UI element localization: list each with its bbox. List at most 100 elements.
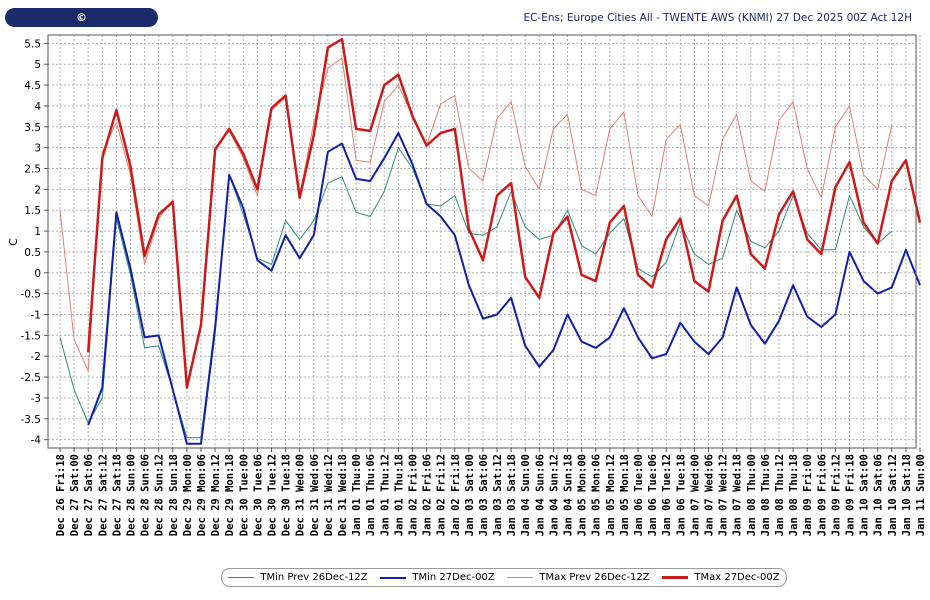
x-tick-label: Jan 01 Thu:18 xyxy=(393,454,405,536)
x-tick-label: Dec 27 Sat:12 xyxy=(97,454,109,536)
x-tick-label: Jan 05 Mon:12 xyxy=(605,454,617,536)
grid-lines xyxy=(48,35,921,448)
series-lines xyxy=(59,37,922,445)
x-tick-label: Dec 31 Wed:06 xyxy=(309,454,321,536)
x-tick-label: Dec 29 Mon:12 xyxy=(210,454,222,536)
y-tick-label: 0.5 xyxy=(24,247,41,259)
y-tick-label: 3.5 xyxy=(24,122,41,134)
x-tick-label: Jan 10 Sat:00 xyxy=(859,454,871,536)
x-tick-label: Dec 27 Sat:06 xyxy=(83,454,95,536)
x-tick-label: Jan 03 Sat:12 xyxy=(492,454,504,536)
y-tick-label: 4 xyxy=(34,101,41,113)
x-tick-label: Jan 07 Wed:00 xyxy=(689,454,701,536)
chart-title: EC-Ens; Europe Cities All - TWENTE AWS (… xyxy=(523,12,912,24)
x-tick-label: Jan 10 Sat:12 xyxy=(887,454,899,536)
y-tick-label: 2.5 xyxy=(24,163,41,175)
x-tick-label: Dec 31 Wed:18 xyxy=(337,454,349,536)
x-tick-label: Jan 09 Fri:18 xyxy=(845,454,857,536)
x-tick-label: Jan 07 Wed:06 xyxy=(704,454,716,536)
x-tick-label: Jan 03 Sat:00 xyxy=(464,454,476,536)
legend-item-2: TMax Prev 26Dec-12Z xyxy=(507,572,650,583)
legend-label: TMax Prev 26Dec-12Z xyxy=(539,572,650,583)
x-tick-label: Jan 02 Fri:00 xyxy=(407,454,419,536)
x-tick-label: Jan 06 Tue:12 xyxy=(661,454,673,536)
series-line-2 xyxy=(59,57,893,388)
x-tick-label: Jan 03 Sat:18 xyxy=(506,454,518,536)
y-tick-label: 1 xyxy=(34,226,41,238)
x-tick-label: Jan 10 Sat:06 xyxy=(873,454,885,536)
y-tick-label: -1 xyxy=(31,310,41,322)
series-line-0 xyxy=(59,147,893,439)
x-tick-label: Jan 08 Thu:12 xyxy=(774,454,786,536)
x-tick-label: Jan 09 Fri:06 xyxy=(816,454,828,536)
x-tick-label: Dec 29 Mon:00 xyxy=(182,454,194,536)
y-tick-label: 5.5 xyxy=(24,38,41,50)
y-tick-label: 5 xyxy=(34,59,41,71)
y-tick-label: 3 xyxy=(34,143,41,155)
x-tick-label: Dec 28 Sun:12 xyxy=(154,454,166,536)
x-axis: Dec 26 Fri:18 Dec 27 Sat:00 Dec 27 Sat:06 D… xyxy=(55,448,927,536)
legend-label: TMax 27Dec-00Z xyxy=(694,572,780,583)
x-tick-label: Dec 28 Sun:06 xyxy=(140,454,152,536)
x-tick-label: Jan 05 Mon:18 xyxy=(619,454,631,536)
x-tick-label: Jan 06 Tue:00 xyxy=(633,454,645,536)
y-tick-label: -2.5 xyxy=(21,372,42,384)
x-tick-label: Jan 05 Mon:00 xyxy=(577,454,589,536)
legend-swatch xyxy=(380,576,407,579)
y-tick-label: -1.5 xyxy=(21,330,42,342)
x-tick-label: Jan 08 Thu:06 xyxy=(760,454,772,536)
y-tick-label: 0 xyxy=(34,268,41,280)
x-tick-label: Jan 02 Fri:06 xyxy=(422,454,434,536)
x-tick-label: Jan 11 Sun:00 xyxy=(915,454,927,536)
series-line-3 xyxy=(86,37,922,389)
y-tick-label: -4 xyxy=(31,435,42,447)
y-tick-label: 2 xyxy=(34,184,41,196)
x-tick-label: Dec 27 Sat:18 xyxy=(111,454,123,536)
x-tick-label: Jan 02 Fri:12 xyxy=(436,454,448,536)
y-tick-label: 4.5 xyxy=(24,80,41,92)
x-tick-label: Jan 01 Thu:00 xyxy=(351,454,363,536)
legend-swatch xyxy=(662,576,689,579)
x-tick-label: Dec 28 Sun:00 xyxy=(125,454,137,536)
y-tick-label: -0.5 xyxy=(21,289,42,301)
x-tick-label: Jan 04 Sun:18 xyxy=(563,454,575,536)
x-tick-label: Dec 27 Sat:00 xyxy=(69,454,81,536)
legend-label: TMin Prev 26Dec-12Z xyxy=(260,572,368,583)
x-tick-label: Dec 31 Wed:12 xyxy=(323,454,335,536)
plot-frame xyxy=(47,34,917,449)
legend-label: TMin 27Dec-00Z xyxy=(412,572,495,583)
x-tick-label: Dec 29 Mon:18 xyxy=(224,454,236,536)
legend-swatch xyxy=(507,577,534,578)
legend-item-1: TMin 27Dec-00Z xyxy=(380,572,495,583)
y-tick-label: -3.5 xyxy=(21,414,42,426)
x-tick-label: Jan 01 Thu:06 xyxy=(365,454,377,536)
legend-item-3: TMax 27Dec-00Z xyxy=(662,572,780,583)
x-tick-label: Dec 30 Tue:18 xyxy=(281,454,293,536)
chart-legend: TMin Prev 26Dec-12Z TMin 27Dec-00Z TMax Pr… xyxy=(221,568,787,587)
x-tick-label: Dec 30 Tue:06 xyxy=(252,454,264,536)
x-tick-label: Jan 04 Sun:12 xyxy=(548,454,560,536)
x-tick-label: Jan 04 Sun:00 xyxy=(520,454,532,536)
legend-item-0: TMin Prev 26Dec-12Z xyxy=(228,572,368,583)
x-tick-label: Dec 31 Wed:00 xyxy=(295,454,307,536)
x-tick-label: Jan 09 Fri:00 xyxy=(802,454,814,536)
x-tick-label: Jan 05 Mon:06 xyxy=(591,454,603,536)
x-tick-label: Jan 06 Tue:18 xyxy=(675,454,687,536)
series-line-1 xyxy=(87,132,921,445)
x-tick-label: Jan 07 Wed:12 xyxy=(718,454,730,536)
x-tick-label: Jan 01 Thu:12 xyxy=(379,454,391,536)
y-axis: 5.5 5 4.5 4 3.5 3 2.5 2 1.5 1 0.5 0 -0.5 -1 -1.5 -2 -2.5… xyxy=(21,38,48,447)
y-axis-label: C xyxy=(7,238,20,246)
x-tick-label: Jan 04 Sun:06 xyxy=(534,454,546,536)
x-tick-label: Jan 08 Thu:18 xyxy=(788,454,800,536)
x-tick-label: Dec 26 Fri:18 xyxy=(55,454,67,536)
x-tick-label: Dec 28 Sun:18 xyxy=(168,454,180,536)
y-tick-label: -2 xyxy=(31,351,41,363)
x-tick-label: Dec 30 Tue:00 xyxy=(238,454,250,536)
x-tick-label: Jan 07 Wed:18 xyxy=(732,454,744,536)
y-tick-label: -3 xyxy=(31,393,41,405)
x-tick-label: Dec 29 Mon:06 xyxy=(196,454,208,536)
x-tick-label: Jan 02 Fri:18 xyxy=(450,454,462,536)
x-tick-label: Jan 03 Sat:06 xyxy=(478,454,490,536)
